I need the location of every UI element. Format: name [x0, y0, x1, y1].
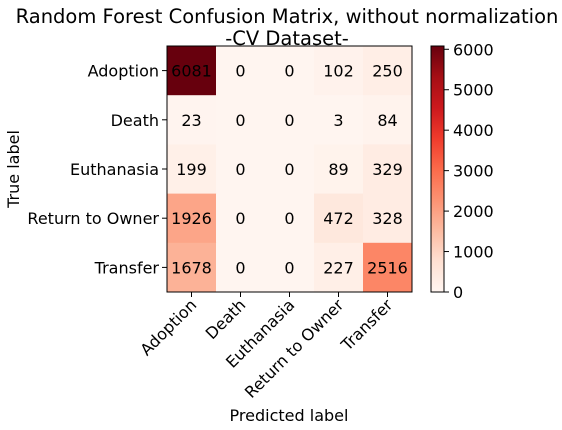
- y-tick-label: Death: [111, 111, 159, 130]
- cell-value-label: 0: [284, 209, 294, 228]
- colorbar-ticks: 0 1000 2000 3000 4000 5000 6000: [444, 40, 494, 302]
- cell-value-label: 199: [176, 160, 207, 179]
- cell-value-label: 2516: [367, 258, 408, 277]
- heatmap-cell: [216, 144, 266, 195]
- x-tick-label: Adoption: [136, 295, 200, 359]
- colorbar-tick-label: 6000: [453, 40, 494, 59]
- colorbar-tick-label: 5000: [453, 81, 494, 100]
- heatmap-cell: [216, 193, 266, 244]
- heatmap-cell: [216, 46, 266, 96]
- cell-value-label: 0: [235, 209, 245, 228]
- colorbar-tick-label: 4000: [453, 121, 494, 140]
- cell-value-label: 0: [235, 62, 245, 81]
- heatmap-cell: [314, 193, 364, 244]
- cell-value-label: 89: [328, 160, 348, 179]
- y-axis-ticks: Adoption Death Euthanasia Return to Owner Tr…: [27, 62, 167, 277]
- heatmap-cell: [167, 95, 217, 145]
- heatmap-cell: [314, 144, 364, 195]
- heatmap-cells: [167, 46, 413, 293]
- cell-value-label: 0: [284, 111, 294, 130]
- heatmap-cell: [363, 46, 413, 96]
- y-axis-label: True label: [4, 130, 23, 209]
- colorbar-tick-label: 0: [453, 283, 463, 302]
- cell-value-label: 0: [284, 62, 294, 81]
- cell-value-label: 472: [323, 209, 354, 228]
- y-tick-label: Adoption: [88, 62, 159, 81]
- colorbar-tick-label: 3000: [453, 162, 494, 181]
- colorbar-tick-label: 1000: [453, 243, 494, 262]
- x-tick-label: Transfer: [337, 295, 397, 355]
- cell-value-label: 0: [284, 258, 294, 277]
- y-tick-label: Euthanasia: [70, 160, 159, 179]
- cell-value-label: 1678: [171, 258, 212, 277]
- heatmap-cell: [363, 193, 413, 244]
- heatmap-cell: [167, 144, 217, 195]
- heatmap-cell: [265, 46, 315, 96]
- heatmap-cell: [265, 193, 315, 244]
- heatmap-cell: [363, 242, 413, 293]
- heatmap-cell: [314, 46, 364, 96]
- cell-value-label: 0: [235, 111, 245, 130]
- cell-value-label: 23: [181, 111, 201, 130]
- heatmap-cell: [216, 95, 266, 145]
- heatmap-cell: [363, 95, 413, 145]
- x-tick-label: Death: [202, 295, 250, 343]
- heatmap-cell-labels: 6081 0 0 102 250 23 0 0 3 84 199 0 0 89 329 1926 0 0 472 32…: [171, 62, 408, 278]
- cell-value-label: 84: [377, 111, 397, 130]
- heatmap-cell: [265, 95, 315, 145]
- cell-value-label: 328: [372, 209, 403, 228]
- colorbar: [430, 45, 445, 293]
- heatmap-cell: [167, 242, 217, 293]
- colorbar-tick-label: 2000: [453, 202, 494, 221]
- heatmap-cell: [167, 193, 217, 244]
- cell-value-label: 3: [333, 111, 343, 130]
- heatmap-cell: [314, 242, 364, 293]
- cell-value-label: 250: [372, 62, 403, 81]
- heatmap-cell: [216, 242, 266, 293]
- cell-value-label: 0: [235, 258, 245, 277]
- heatmap-cell: [314, 95, 364, 145]
- cell-value-label: 0: [235, 160, 245, 179]
- chart-title: Random Forest Confusion Matrix, without …: [16, 5, 559, 28]
- cell-value-label: 1926: [171, 209, 212, 228]
- cell-value-label: 0: [284, 160, 294, 179]
- heatmap-cell: [265, 144, 315, 195]
- y-tick-label: Return to Owner: [27, 209, 159, 228]
- heatmap-cell: [167, 46, 217, 96]
- y-tick-label: Transfer: [94, 258, 160, 277]
- heatmap-cell: [265, 242, 315, 293]
- x-axis-label: Predicted label: [230, 406, 349, 425]
- cell-value-label: 227: [323, 258, 354, 277]
- heatmap-cell: [363, 144, 413, 195]
- cell-value-label: 6081: [171, 62, 212, 81]
- cell-value-label: 102: [323, 62, 354, 81]
- chart-subtitle: -CV Dataset-: [225, 27, 349, 50]
- cell-value-label: 329: [372, 160, 403, 179]
